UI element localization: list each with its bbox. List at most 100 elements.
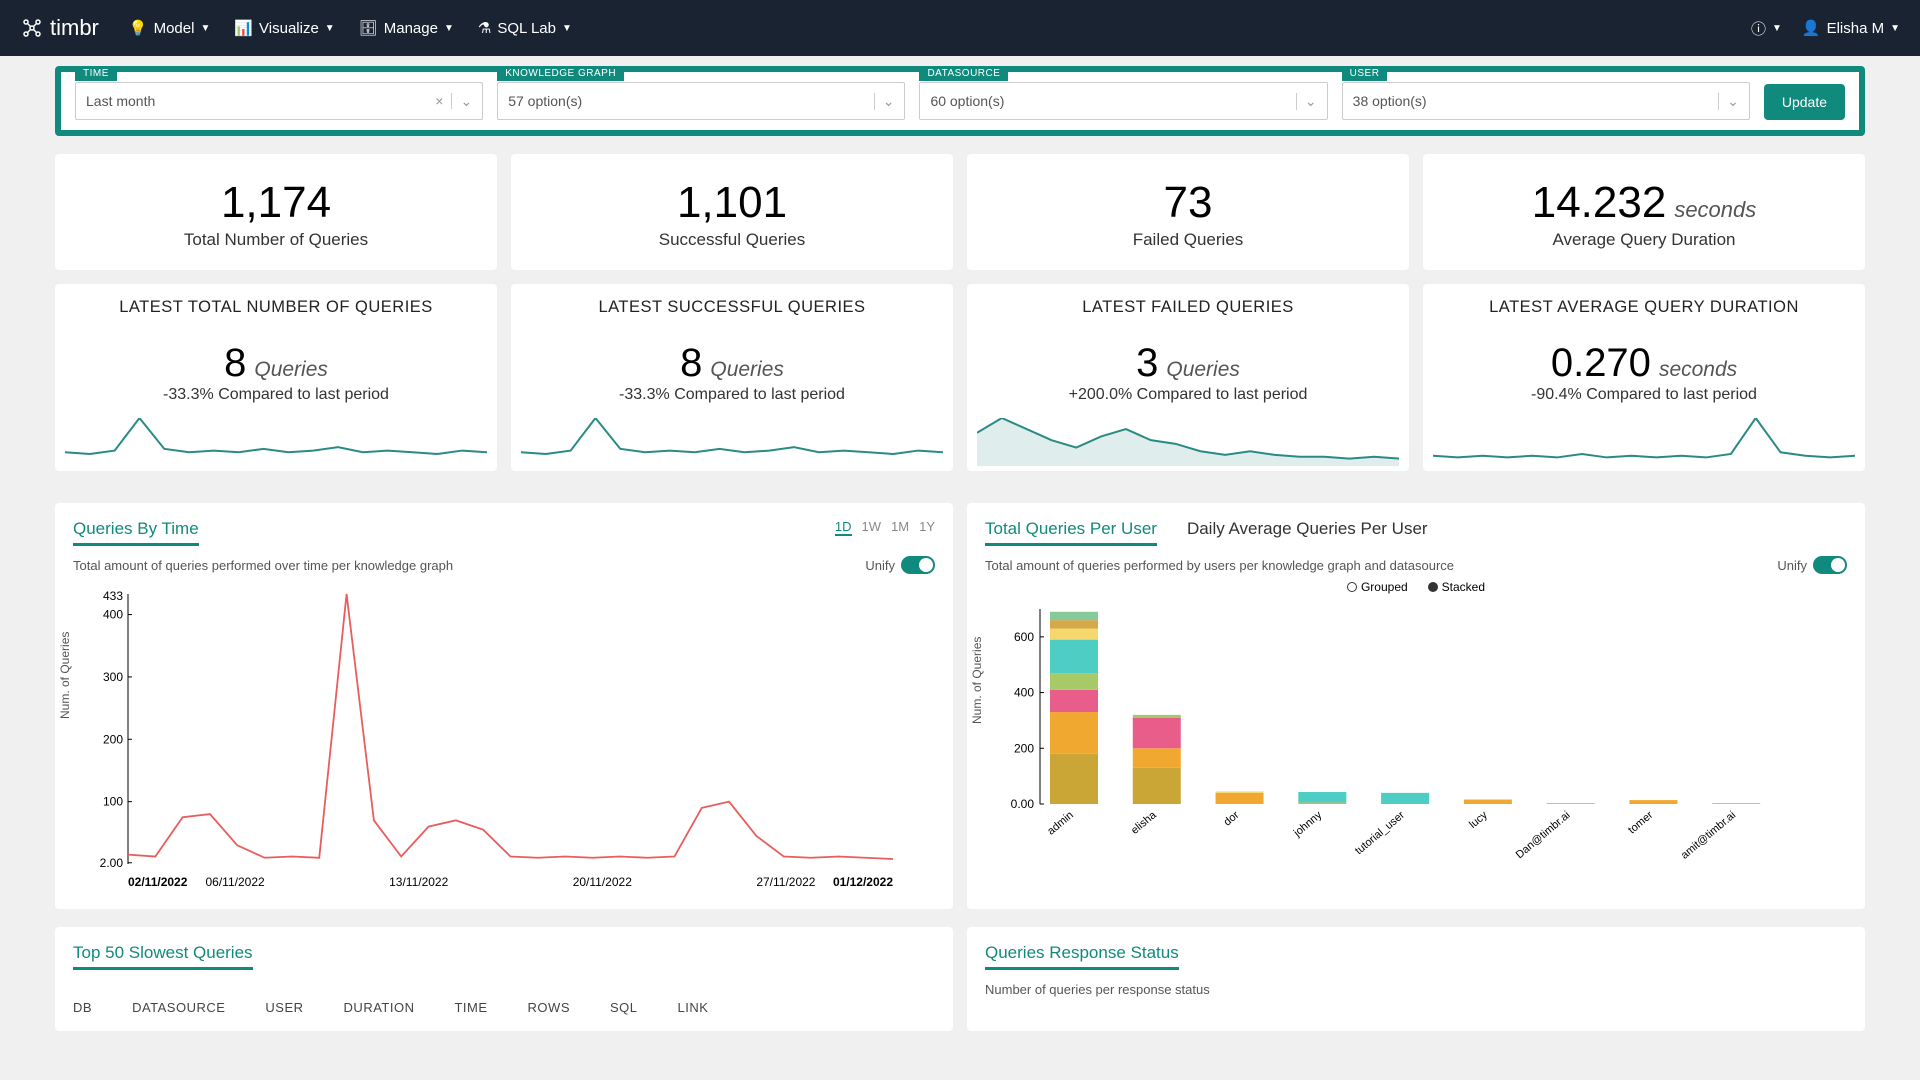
time-tab-1D[interactable]: 1D xyxy=(835,519,852,536)
svg-text:06/11/2022: 06/11/2022 xyxy=(206,875,265,889)
sparkline-svg xyxy=(65,418,487,466)
svg-text:13/11/2022: 13/11/2022 xyxy=(389,875,448,889)
filter-kg-select[interactable]: 57 option(s)⌄ xyxy=(497,82,905,120)
filter-time-select[interactable]: Last month×⌄ xyxy=(75,82,483,120)
table-headers: DB DATASOURCE USER DURATION TIME ROWS SQL LINK xyxy=(73,1000,935,1015)
chevron-down-icon: ▼ xyxy=(444,23,454,34)
queries-by-time-card: Queries By Time 1D1W1M1Y Total amount of… xyxy=(55,503,953,909)
svg-text:2.00: 2.00 xyxy=(100,856,124,870)
nav-right: ⓘ▼ 👤Elisha M▼ xyxy=(1751,18,1900,39)
table-header[interactable]: DATASOURCE xyxy=(132,1000,225,1015)
latest-value: 3 Queries xyxy=(1136,341,1240,386)
queries-by-time-chart: Num. of Queries 4334003002001002.0002/11… xyxy=(73,584,935,899)
unify-label: Unify xyxy=(1777,558,1807,573)
nav-visualize-label: Visualize xyxy=(259,20,319,37)
filter-user-select[interactable]: 38 option(s) ⌄ xyxy=(1342,82,1750,120)
chevron-down-icon: ▼ xyxy=(1772,23,1782,34)
nav-model[interactable]: 💡Model▼ xyxy=(129,19,210,37)
latest-card: LATEST SUCCESSFUL QUERIES 8 Queries -33.… xyxy=(511,284,953,471)
chart-icon: 📊 xyxy=(234,19,253,37)
chevron-down-icon: ⌄ xyxy=(1718,93,1739,110)
table-header[interactable]: TIME xyxy=(454,1000,487,1015)
queries-by-time-subtitle: Total amount of queries performed over t… xyxy=(73,558,453,573)
latest-unit: Queries xyxy=(1166,358,1240,382)
filter-time: TIME Last month×⌄ xyxy=(75,82,483,120)
filter-user-label: USER xyxy=(1342,66,1388,81)
time-tabs: 1D 1W 1M 1Y xyxy=(835,519,935,536)
filter-time-value: Last month xyxy=(86,93,155,109)
unify-toggle-right[interactable]: Unify xyxy=(1777,556,1847,574)
update-button[interactable]: Update xyxy=(1764,84,1845,120)
svg-text:100: 100 xyxy=(103,795,123,809)
latest-unit: Queries xyxy=(254,358,328,382)
table-header[interactable]: SQL xyxy=(610,1000,638,1015)
time-tab-1Y[interactable]: 1Y xyxy=(919,519,935,536)
stacked-option[interactable]: Stacked xyxy=(1428,580,1485,594)
latest-value: 8 Queries xyxy=(224,341,328,386)
kpi-label: Total Number of Queries xyxy=(65,230,487,250)
chevron-down-icon: ▼ xyxy=(1890,23,1900,34)
nav-visualize[interactable]: 📊 Visualize ▼ xyxy=(234,19,334,37)
latest-title: LATEST AVERAGE QUERY DURATION xyxy=(1433,298,1855,317)
table-header[interactable]: USER xyxy=(265,1000,303,1015)
svg-text:tutorial_user: tutorial_user xyxy=(1353,809,1407,857)
clear-icon[interactable]: × xyxy=(435,93,443,109)
tab-total-queries[interactable]: Total Queries Per User xyxy=(985,519,1157,546)
chevron-down-icon: ▼ xyxy=(325,23,335,34)
nav-manage[interactable]: 🗄Manage▼ xyxy=(359,19,454,37)
filter-user: USER 38 option(s)⌄ xyxy=(1342,82,1750,120)
queries-per-user-card: Total Queries Per User Daily Average Que… xyxy=(967,503,1865,909)
nav-model-label: Model xyxy=(154,20,195,37)
latest-title: LATEST TOTAL NUMBER OF QUERIES xyxy=(65,298,487,317)
sparkline-svg xyxy=(521,418,943,466)
nav-user[interactable]: 👤Elisha M▼ xyxy=(1802,19,1900,37)
kpi-value: 14.232 seconds xyxy=(1532,178,1757,228)
chart-tabs: Total Queries Per User Daily Average Que… xyxy=(985,519,1428,546)
filter-ds-value: 60 option(s) xyxy=(930,93,1004,109)
slowest-queries-card: Top 50 Slowest Queries DBDATASOURCEUSERD… xyxy=(55,927,953,1031)
filter-user-value: 38 option(s) xyxy=(1353,93,1427,109)
svg-text:01/12/2022: 01/12/2022 xyxy=(833,875,893,889)
table-header[interactable]: LINK xyxy=(678,1000,709,1015)
svg-text:admin: admin xyxy=(1045,809,1076,837)
kpi-value: 1,101 xyxy=(677,178,787,228)
sparkline-svg xyxy=(1433,418,1855,466)
table-header[interactable]: ROWS xyxy=(528,1000,570,1015)
table-header[interactable]: DB xyxy=(73,1000,92,1015)
svg-text:300: 300 xyxy=(103,670,123,684)
svg-text:02/11/2022: 02/11/2022 xyxy=(128,875,188,889)
unify-toggle-left[interactable]: Unify xyxy=(865,556,935,574)
svg-text:elisha: elisha xyxy=(1129,809,1159,837)
tab-daily-avg[interactable]: Daily Average Queries Per User xyxy=(1187,519,1428,546)
filter-kg-value: 57 option(s) xyxy=(508,93,582,109)
latest-compare: -33.3% Compared to last period xyxy=(65,386,487,404)
table-header[interactable]: DURATION xyxy=(344,1000,415,1015)
logo-icon xyxy=(20,16,44,40)
nav-manage-label: Manage xyxy=(384,20,438,37)
latest-title: LATEST FAILED QUERIES xyxy=(977,298,1399,317)
stacked-label: Stacked xyxy=(1442,580,1485,594)
y-axis-label: Num. of Queries xyxy=(970,636,984,723)
filter-ds-select[interactable]: 60 option(s)⌄ xyxy=(919,82,1327,120)
grouped-option[interactable]: Grouped xyxy=(1347,580,1408,594)
user-icon: 👤 xyxy=(1802,19,1821,37)
latest-compare: -33.3% Compared to last period xyxy=(521,386,943,404)
time-tab-1W[interactable]: 1W xyxy=(862,519,882,536)
queries-per-user-subtitle: Total amount of queries performed by use… xyxy=(985,558,1454,573)
logo[interactable]: timbr xyxy=(20,15,99,41)
latest-title: LATEST SUCCESSFUL QUERIES xyxy=(521,298,943,317)
svg-text:27/11/2022: 27/11/2022 xyxy=(756,875,815,889)
flask-icon: ⚗ xyxy=(478,19,491,37)
bulb-icon: 💡 xyxy=(129,19,148,37)
chart-row: Queries By Time 1D1W1M1Y Total amount of… xyxy=(55,503,1865,909)
nav-sqllab[interactable]: ⚗SQL Lab▼ xyxy=(478,19,572,37)
svg-text:lucy: lucy xyxy=(1467,809,1490,831)
kpi-card: 1,174Total Number of Queries xyxy=(55,154,497,270)
nav-help[interactable]: ⓘ▼ xyxy=(1751,18,1782,39)
latest-unit: seconds xyxy=(1659,358,1737,382)
time-tab-1M[interactable]: 1M xyxy=(891,519,909,536)
radio-icon xyxy=(1347,582,1357,592)
svg-text:400: 400 xyxy=(103,608,123,622)
filter-bar: TIME Last month×⌄ KNOWLEDGE GRAPH 57 opt… xyxy=(55,66,1865,136)
kpi-label: Successful Queries xyxy=(521,230,943,250)
